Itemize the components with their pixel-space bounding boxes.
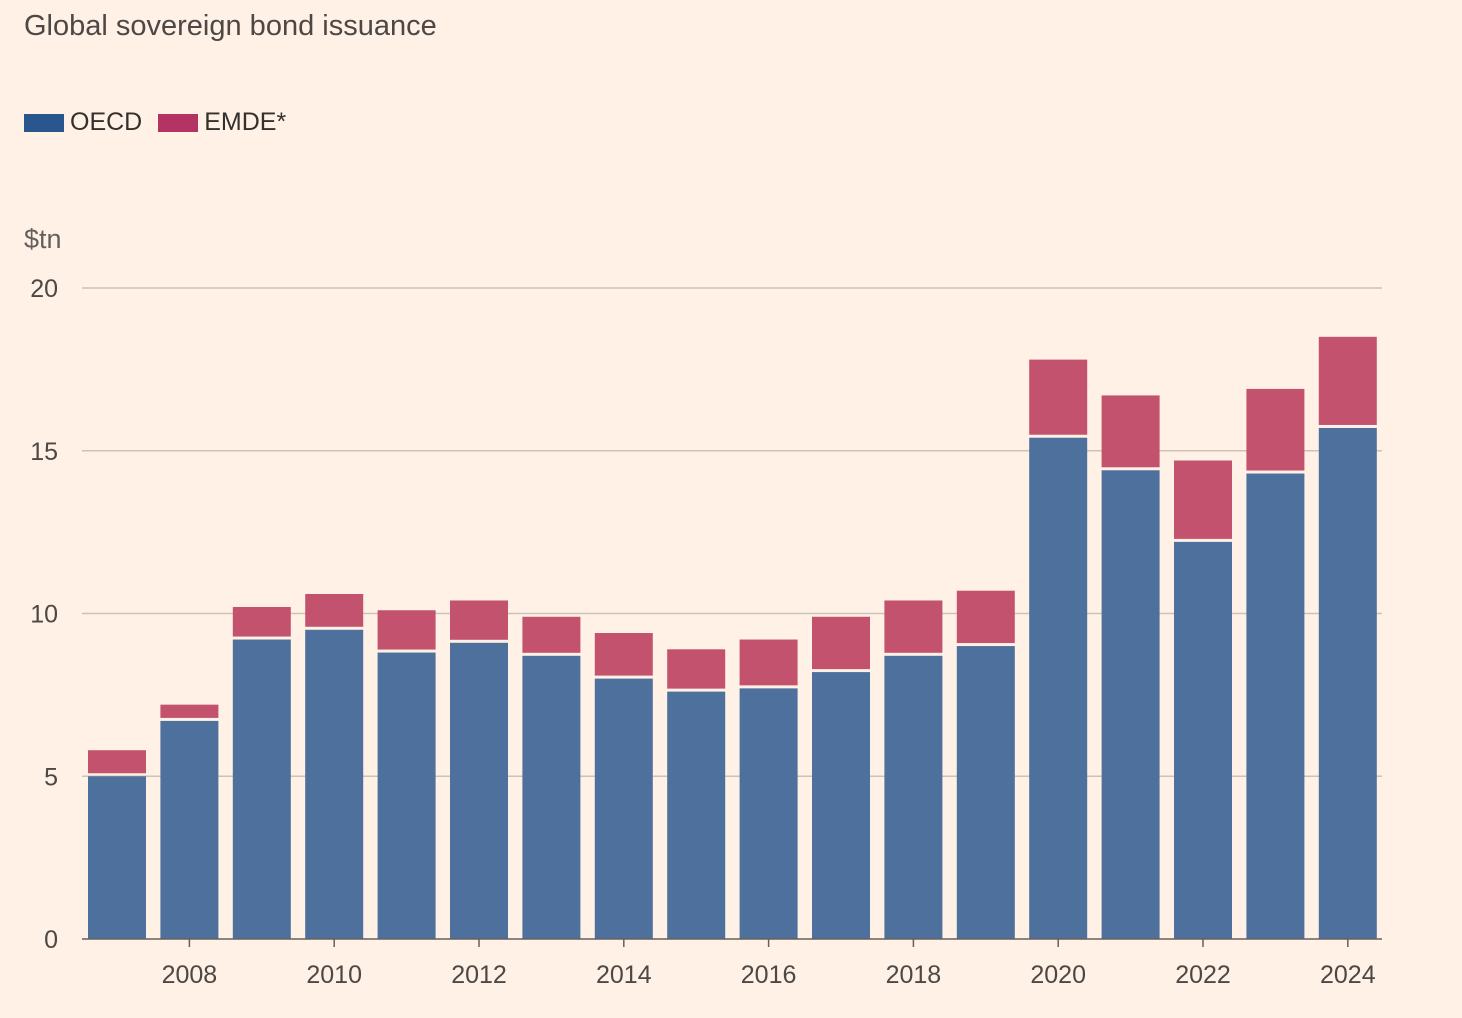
bar-oecd-2014: [594, 678, 653, 939]
x-axis-tick-labels: 2008 2010 2012 2014 2016 2018 2020 2022 2024: [162, 961, 1376, 989]
bar-emde-2016: [739, 639, 798, 686]
x-tick-label-2018: 2018: [886, 961, 942, 989]
y-tick-label-0: 0: [44, 926, 58, 954]
legend-label-oecd: OECD: [70, 108, 143, 136]
bar-emde-2021: [1101, 395, 1160, 468]
bar-oecd-2009: [232, 639, 291, 939]
bar-emde-2019: [956, 590, 1015, 644]
bar-oecd-2018: [884, 655, 943, 939]
chart-title: Global sovereign bond issuance: [24, 10, 437, 42]
x-tick-label-2024: 2024: [1320, 961, 1376, 989]
legend-swatch-oecd: [24, 113, 64, 132]
x-tick-label-2010: 2010: [306, 961, 362, 989]
bar-emde-2018: [884, 600, 943, 653]
bar-oecd-2023: [1246, 473, 1305, 939]
legend-label-emde: EMDE*: [204, 108, 287, 136]
y-tick-label-10: 10: [30, 601, 58, 629]
grid-lines: [82, 287, 1382, 777]
bar-oecd-2008: [160, 720, 219, 939]
x-tick-label-2020: 2020: [1030, 961, 1086, 989]
bars: [88, 336, 1377, 939]
y-axis-unit-label: $tn: [24, 224, 62, 254]
bar-oecd-2021: [1101, 470, 1160, 939]
bar-emde-2008: [160, 704, 219, 718]
legend-item-oecd: OECD: [24, 108, 142, 137]
bar-oecd-2020: [1029, 437, 1088, 939]
bar-emde-2010: [305, 593, 364, 627]
y-tick-label-5: 5: [44, 763, 58, 791]
bar-emde-2012: [450, 600, 508, 640]
x-tick-label-2014: 2014: [596, 961, 652, 989]
legend-swatch-emde: [158, 113, 199, 132]
legend: OECD EMDE*: [24, 108, 302, 137]
bar-oecd-2010: [305, 629, 364, 939]
bar-emde-2017: [812, 616, 870, 670]
bar-emde-2013: [522, 616, 581, 653]
bar-emde-2009: [232, 606, 291, 637]
bar-oecd-2011: [377, 652, 436, 939]
bar-oecd-2017: [812, 672, 870, 939]
y-tick-label-15: 15: [30, 438, 58, 466]
bar-emde-2022: [1174, 460, 1232, 539]
bar-oecd-2007: [88, 776, 146, 939]
legend-item-emde: EMDE*: [158, 108, 286, 137]
x-tick-label-2012: 2012: [451, 961, 507, 989]
bar-oecd-2016: [739, 688, 798, 939]
bar-emde-2024: [1318, 336, 1377, 425]
bar-emde-2020: [1029, 359, 1088, 435]
bar-emde-2015: [667, 649, 726, 689]
bar-oecd-2013: [522, 655, 581, 939]
x-tick-label-2008: 2008: [162, 961, 218, 989]
y-axis-tick-labels: 0 5 10 15 20: [30, 275, 58, 954]
bar-oecd-2012: [450, 642, 508, 939]
x-tick-label-2016: 2016: [741, 961, 797, 989]
x-tick-label-2022: 2022: [1175, 961, 1231, 989]
bar-emde-2014: [594, 633, 653, 676]
x-axis: [82, 938, 1382, 947]
bar-oecd-2019: [956, 646, 1015, 939]
bar-emde-2011: [377, 610, 436, 650]
bar-oecd-2022: [1174, 541, 1232, 939]
bar-emde-2023: [1246, 388, 1305, 471]
bar-emde-2007: [88, 750, 146, 774]
bar-oecd-2024: [1318, 427, 1377, 939]
y-tick-label-20: 20: [30, 275, 58, 303]
bar-oecd-2015: [667, 691, 726, 939]
